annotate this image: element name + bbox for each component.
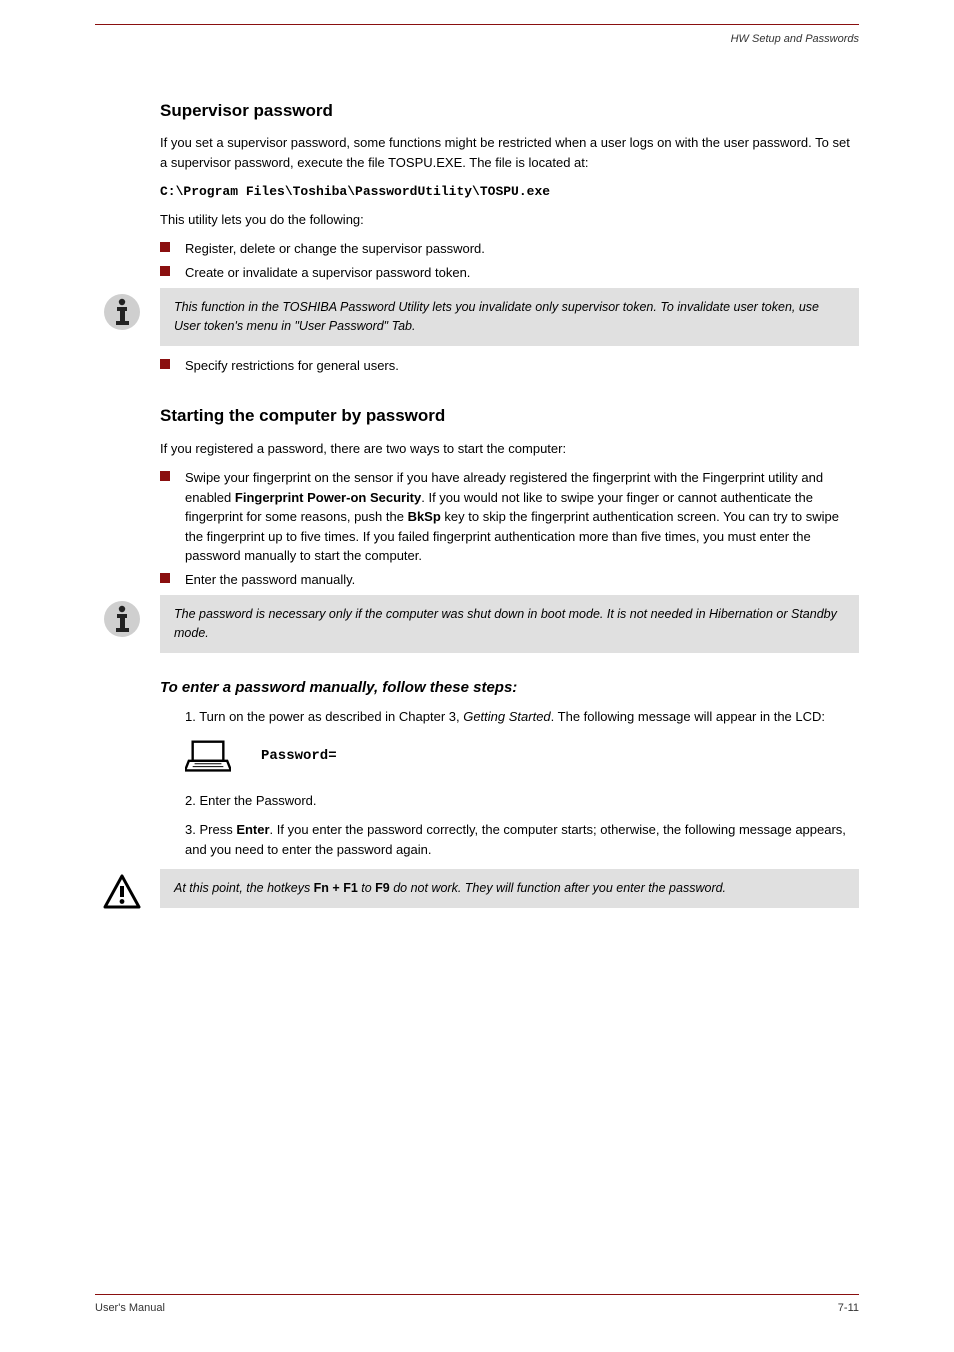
- step-text: Enter the Password.: [199, 793, 316, 808]
- password-prompt: Password=: [261, 746, 337, 767]
- step-3: 3. Press Enter. If you enter the passwor…: [185, 820, 859, 859]
- supervisor-bullets-a: Register, delete or change the superviso…: [160, 239, 859, 282]
- list-item: Enter the password manually.: [160, 570, 859, 590]
- step-number: 3.: [185, 822, 199, 837]
- step-text: Turn on the power as described in Chapte…: [199, 709, 463, 724]
- bullet-text: Specify restrictions for general users.: [185, 358, 399, 373]
- key-name: BkSp: [408, 509, 441, 524]
- manual-steps-title: To enter a password manually, follow the…: [160, 677, 859, 700]
- bullet-text: Register, delete or change the superviso…: [185, 241, 485, 256]
- section-title-supervisor: Supervisor password: [160, 98, 859, 124]
- step-number: 1.: [185, 709, 199, 724]
- caution-box: At this point, the hotkeys Fn + F1 to F9…: [160, 869, 859, 908]
- info-icon: [102, 599, 142, 639]
- footer-rule: [95, 1294, 859, 1295]
- starting-bullets: Swipe your fingerprint on the sensor if …: [160, 468, 859, 589]
- note-box: The password is necessary only if the co…: [160, 595, 859, 653]
- list-item: Create or invalidate a supervisor passwo…: [160, 263, 859, 283]
- caution-text-part: to: [358, 881, 375, 895]
- list-item: Swipe your fingerprint on the sensor if …: [160, 468, 859, 566]
- bullet-text: Create or invalidate a supervisor passwo…: [185, 265, 470, 280]
- step-number: 2.: [185, 793, 199, 808]
- starting-intro: If you registered a password, there are …: [160, 439, 859, 459]
- footer-left: User's Manual: [95, 1300, 165, 1317]
- supervisor-bullets-b: Specify restrictions for general users.: [160, 356, 859, 376]
- supervisor-lets-you: This utility lets you do the following:: [160, 210, 859, 230]
- note-box: This function in the TOSHIBA Password Ut…: [160, 288, 859, 346]
- chapter-label: HW Setup and Passwords: [95, 31, 859, 48]
- header-rule: [95, 24, 859, 25]
- prompt-block: Password=: [185, 739, 859, 775]
- caution-text-part: do not work. They will function after yo…: [390, 881, 726, 895]
- step-2: 2. Enter the Password.: [185, 791, 859, 811]
- key-name: Enter: [236, 822, 269, 837]
- supervisor-path: C:\Program Files\Toshiba\PasswordUtility…: [160, 182, 859, 202]
- supervisor-intro: If you set a supervisor password, some f…: [160, 133, 859, 172]
- step-text: Press: [199, 822, 236, 837]
- bullet-text: Enter the password manually.: [185, 572, 355, 587]
- warning-icon: [102, 873, 142, 913]
- section-title-starting: Starting the computer by password: [160, 403, 859, 429]
- info-icon: [102, 292, 142, 332]
- step-tail: . If you enter the password correctly, t…: [185, 822, 846, 857]
- step-tail: . The following message will appear in t…: [551, 709, 825, 724]
- laptop-icon: [185, 739, 231, 775]
- step-1: 1. Turn on the power as described in Cha…: [185, 707, 859, 727]
- step-link[interactable]: Getting Started: [463, 709, 550, 724]
- footer-right: 7-11: [838, 1300, 859, 1317]
- note-text: The password is necessary only if the co…: [174, 607, 837, 640]
- note-text: This function in the TOSHIBA Password Ut…: [174, 300, 819, 333]
- footer-bar: User's Manual 7-11: [95, 1300, 859, 1317]
- list-item: Register, delete or change the superviso…: [160, 239, 859, 259]
- hotkey: F9: [375, 881, 390, 895]
- hotkey: Fn + F1: [314, 881, 358, 895]
- caution-text-part: At this point, the hotkeys: [174, 881, 314, 895]
- list-item: Specify restrictions for general users.: [160, 356, 859, 376]
- bullet-bold: Fingerprint Power-on Security: [235, 490, 421, 505]
